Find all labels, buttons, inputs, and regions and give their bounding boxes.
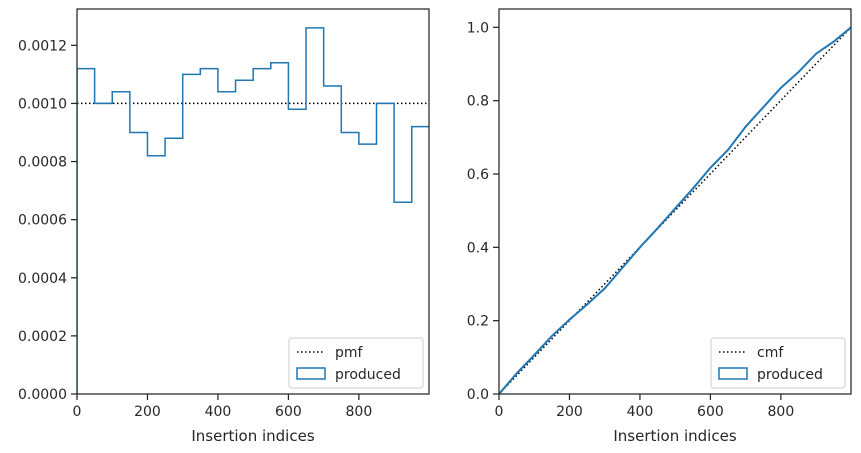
x-tick-label: 0: [73, 404, 82, 420]
x-tick-label: 600: [275, 404, 302, 420]
legend-label-produced: produced: [335, 367, 401, 383]
legend-label-cmf: cmf: [757, 345, 784, 361]
y-tick-label: 0.0008: [18, 155, 67, 171]
y-tick-label: 0.2: [467, 314, 489, 330]
y-tick-label: 0.0010: [18, 96, 67, 112]
x-tick-label: 400: [205, 404, 232, 420]
x-axis-label: Insertion indices: [613, 427, 736, 445]
y-tick-label: 0.8: [467, 94, 489, 110]
legend-label-pmf: pmf: [335, 345, 364, 361]
axes-frame: [76, 8, 430, 395]
x-tick-label: 600: [697, 404, 724, 420]
legend: cmf produced: [710, 337, 846, 389]
y-tick-label: 0.4: [467, 240, 489, 256]
series-step-produced: [77, 27, 429, 394]
x-tick-label: 200: [556, 404, 583, 420]
y-tick-label: 0.0012: [18, 38, 67, 54]
legend-box: [288, 337, 424, 389]
x-axis-label: Insertion indices: [191, 427, 314, 445]
legend-swatch-produced: [718, 367, 748, 380]
y-tick-label: 0.6: [467, 167, 489, 183]
y-tick-label: 1.0: [467, 20, 489, 36]
x-tick-label: 0: [495, 404, 504, 420]
y-tick-label: 0.0000: [18, 387, 67, 403]
series-line-produced: [499, 26, 851, 394]
x-tick-label: 400: [627, 404, 654, 420]
axes-frame: [498, 8, 852, 395]
plot-area: [499, 26, 851, 394]
x-tick-label: 200: [134, 404, 161, 420]
y-tick-label: 0.0: [467, 387, 489, 403]
legend: pmf produced: [288, 337, 424, 389]
y-tick-label: 0.0006: [18, 213, 67, 229]
reference-line-cmf: [499, 26, 851, 394]
legend-swatch-produced: [296, 367, 326, 380]
y-tick-label: 0.0004: [18, 271, 67, 287]
y-tick-label: 0.0002: [18, 329, 67, 345]
legend-box: [710, 337, 846, 389]
x-tick-label: 800: [768, 404, 795, 420]
legend-label-produced: produced: [757, 367, 823, 383]
x-tick-label: 800: [346, 404, 373, 420]
cmf-line-chart: 0 200 400 600 800 0.0 0.2 0.4 0.6 0.8 1.0 Insertion…: [467, 8, 852, 445]
plot-area: [77, 27, 429, 394]
pmf-histogram-chart: 0 200 400 600 800 0.0000 0.0002 0.0004 0.0006 0.0…: [18, 8, 430, 445]
